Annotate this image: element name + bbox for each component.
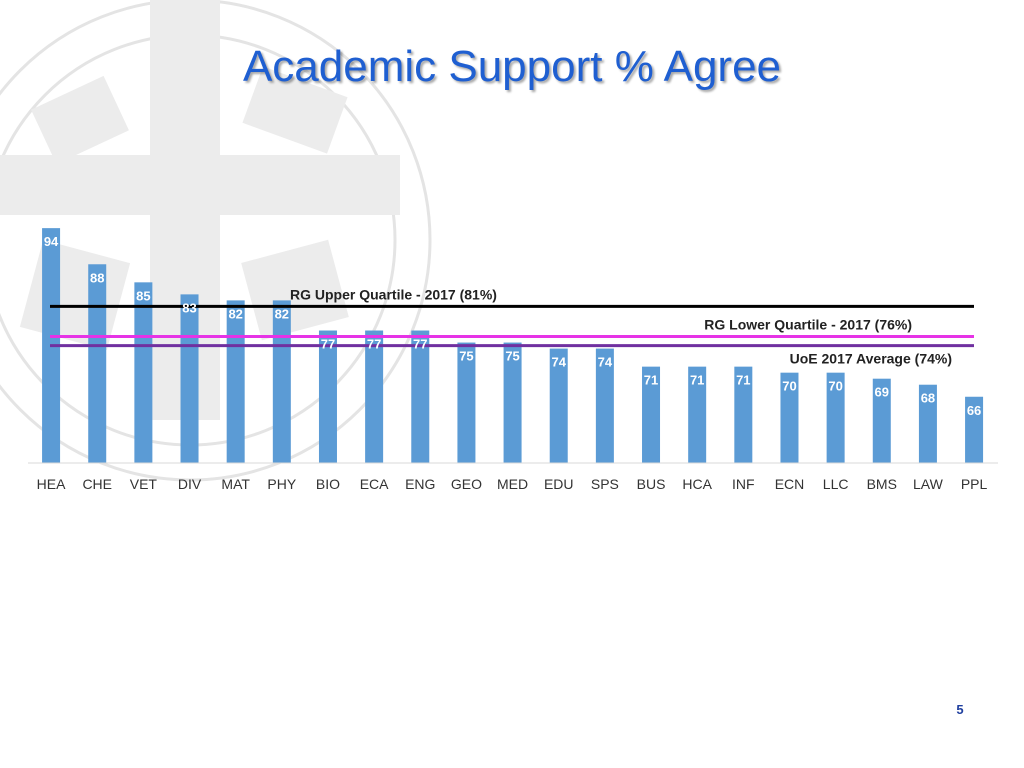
tick-label-vet: VET: [130, 476, 158, 492]
data-label-hea: 94: [44, 234, 59, 249]
bar-law: [918, 384, 937, 463]
tick-label-hca: HCA: [682, 476, 712, 492]
bar-bio: [318, 330, 337, 463]
page-title: Academic Support % Agree: [242, 42, 782, 91]
data-label-che: 88: [90, 270, 104, 285]
tick-label-ppl: PPL: [961, 476, 988, 492]
data-label-vet: 85: [136, 288, 150, 303]
bar-bms: [872, 378, 891, 463]
tick-label-div: DIV: [178, 476, 202, 492]
data-label-hca: 71: [690, 373, 704, 388]
bar-llc: [826, 372, 845, 463]
data-label-eng: 77: [413, 337, 427, 352]
bar-vet: [134, 282, 153, 463]
bar-inf: [734, 366, 753, 463]
upper-quartile-label: RG Upper Quartile - 2017 (81%): [290, 286, 497, 302]
tick-label-mat: MAT: [221, 476, 250, 492]
tick-label-med: MED: [497, 476, 528, 492]
data-label-sps: 74: [598, 355, 613, 370]
tick-label-eca: ECA: [360, 476, 389, 492]
bar-bus: [642, 366, 661, 463]
tick-label-bms: BMS: [867, 476, 897, 492]
data-label-law: 68: [921, 391, 935, 406]
data-label-phy: 82: [275, 306, 289, 321]
tick-label-llc: LLC: [823, 476, 849, 492]
tick-label-che: CHE: [82, 476, 112, 492]
bar-div: [180, 294, 199, 463]
tick-label-geo: GEO: [451, 476, 482, 492]
bar-eng: [411, 330, 430, 463]
bar-geo: [457, 342, 476, 463]
bar-edu: [549, 348, 568, 463]
tick-label-eng: ENG: [405, 476, 435, 492]
data-label-div: 83: [182, 300, 196, 315]
bar-phy: [272, 300, 291, 463]
tick-label-edu: EDU: [544, 476, 574, 492]
tick-label-phy: PHY: [267, 476, 296, 492]
bar-med: [503, 342, 522, 463]
data-label-edu: 74: [551, 355, 566, 370]
data-label-bms: 69: [875, 385, 889, 400]
bar-hca: [688, 366, 707, 463]
bar-che: [88, 264, 107, 463]
bar-mat: [226, 300, 245, 463]
data-label-geo: 75: [459, 349, 473, 364]
data-label-bus: 71: [644, 373, 658, 388]
bar-sps: [595, 348, 614, 463]
uoe-average-label: UoE 2017 Average (74%): [790, 351, 952, 367]
data-label-med: 75: [505, 349, 519, 364]
tick-label-sps: SPS: [591, 476, 619, 492]
tick-label-hea: HEA: [37, 476, 66, 492]
data-label-ppl: 66: [967, 403, 981, 418]
data-label-bio: 77: [321, 337, 335, 352]
page-number: 5: [956, 702, 964, 717]
data-label-ecn: 70: [782, 379, 796, 394]
data-label-eca: 77: [367, 337, 381, 352]
tick-label-inf: INF: [732, 476, 755, 492]
tick-label-bio: BIO: [316, 476, 340, 492]
data-label-inf: 71: [736, 373, 750, 388]
tick-label-ecn: ECN: [775, 476, 805, 492]
bar-ppl: [965, 396, 984, 463]
lower-quartile-label: RG Lower Quartile - 2017 (76%): [704, 317, 912, 333]
bar-ecn: [780, 372, 799, 463]
data-label-llc: 70: [828, 379, 842, 394]
tick-label-bus: BUS: [637, 476, 666, 492]
data-label-mat: 82: [228, 306, 242, 321]
tick-label-law: LAW: [913, 476, 944, 492]
bar-eca: [365, 330, 384, 463]
